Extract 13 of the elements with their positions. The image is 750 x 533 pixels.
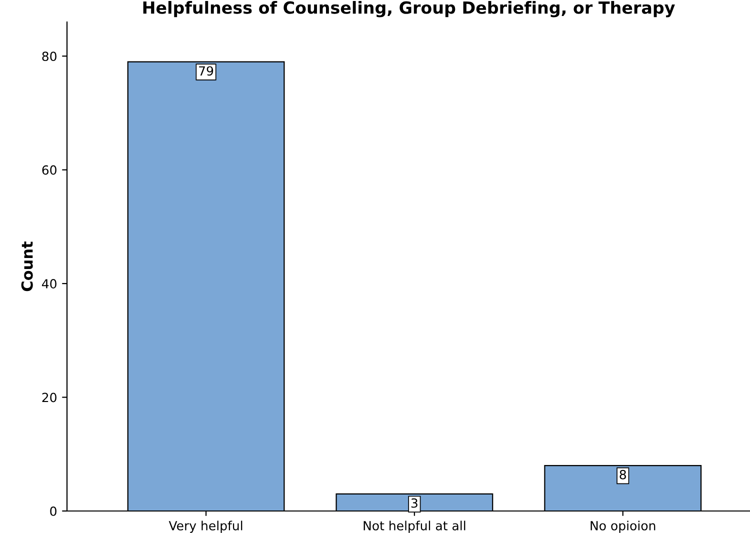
data-label: 8	[620, 470, 626, 480]
data-label: 3	[411, 498, 418, 508]
chart-title: Helpfulness of Counseling, Group Debriefing, or Therapy	[143, 1, 675, 18]
x-tick-label: No opioion	[590, 520, 656, 533]
y-tick-label: 40	[42, 279, 56, 288]
data-label: 79	[199, 66, 214, 76]
y-tick-label: 20	[42, 392, 56, 402]
x-tick-label: Not helpful at all	[364, 520, 466, 533]
y-tick-label: 0	[50, 506, 56, 516]
y-axis-title: Count	[21, 241, 33, 292]
y-tick-label: 60	[42, 165, 56, 175]
y-tick-label: 80	[42, 52, 56, 62]
x-tick-label: Very helpful	[168, 520, 242, 533]
